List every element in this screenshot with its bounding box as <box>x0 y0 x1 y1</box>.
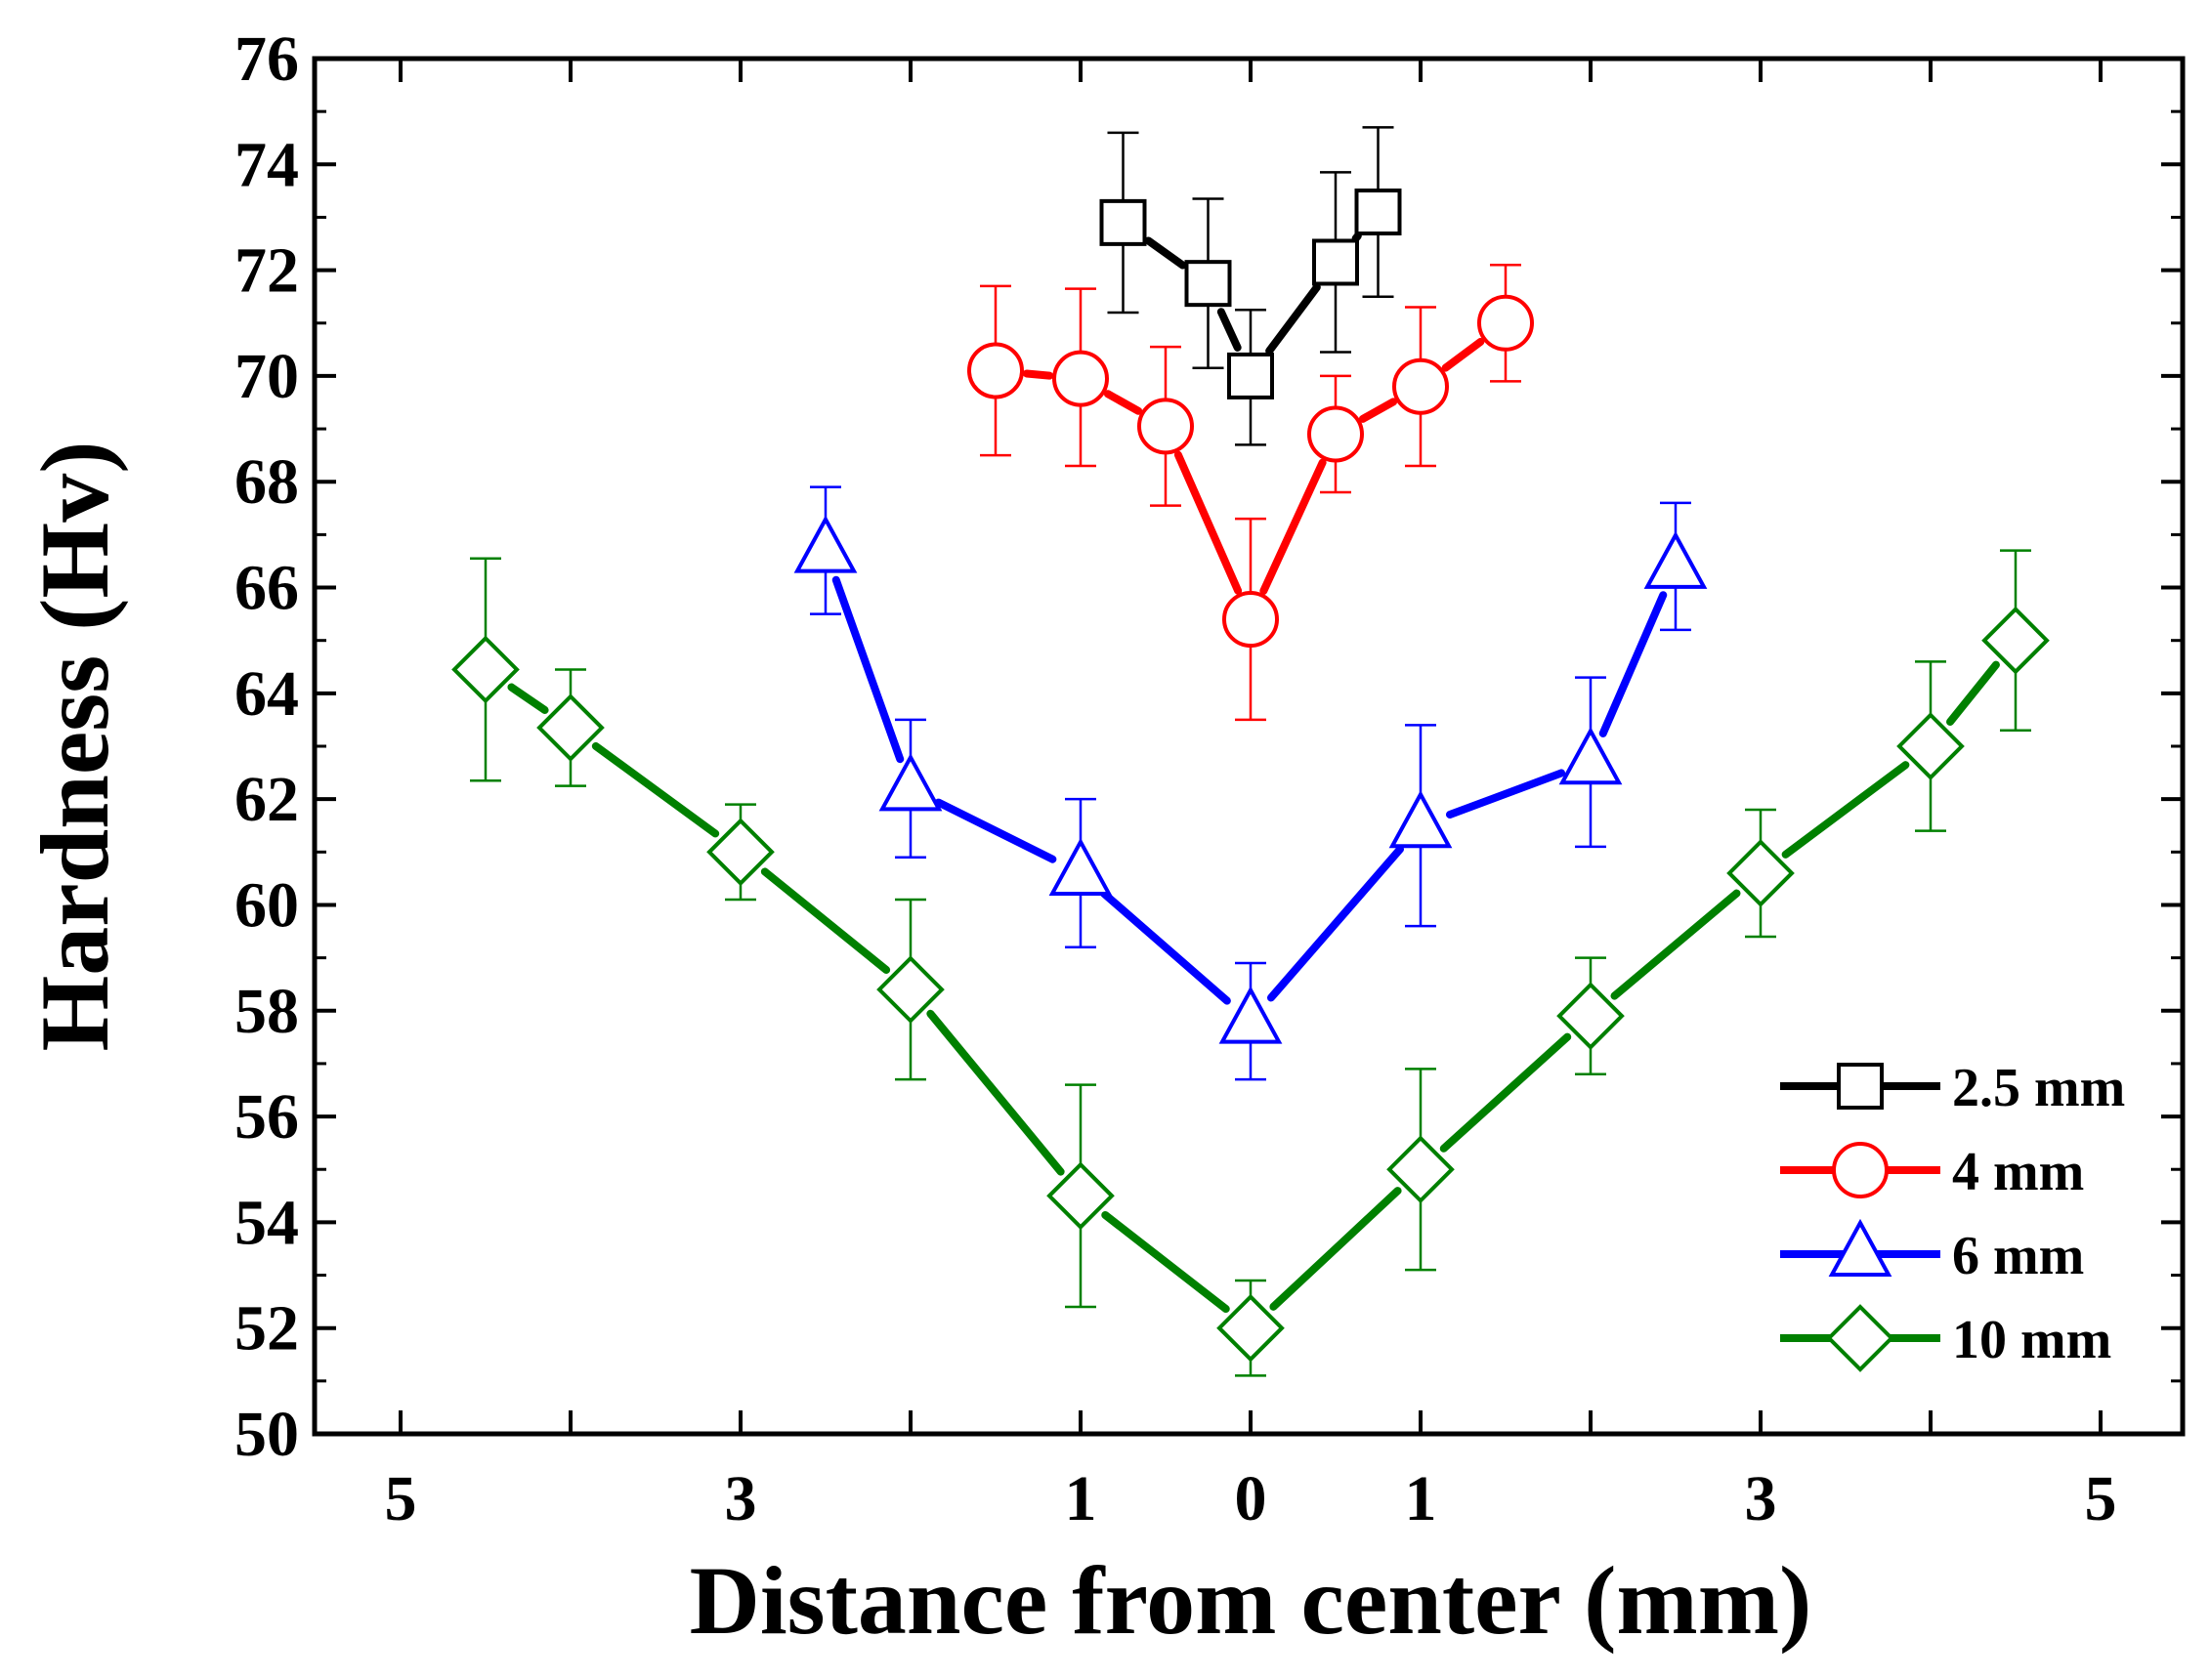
data-point <box>1099 198 1147 246</box>
series-line-segment <box>1441 337 1485 372</box>
y-tick-label: 66 <box>234 553 299 624</box>
data-point <box>1643 530 1708 589</box>
x-tick-label: 1 <box>1405 1463 1437 1534</box>
y-tick-label: 52 <box>234 1293 299 1365</box>
y-tick-label: 56 <box>234 1081 299 1153</box>
data-point <box>706 818 775 887</box>
series-line-segment <box>1173 450 1243 595</box>
series-line-segment <box>1351 231 1362 243</box>
data-point <box>1556 982 1625 1051</box>
series-line-segment <box>760 867 891 974</box>
series-line-segment <box>1439 1032 1572 1153</box>
legend-label: 10 mm <box>1952 1310 2111 1370</box>
series-line-segment <box>1259 458 1327 595</box>
data-point <box>1048 837 1113 896</box>
data-point <box>1218 986 1283 1044</box>
x-tick-label: 3 <box>1745 1463 1777 1534</box>
y-tick-label: 70 <box>234 341 299 412</box>
data-point <box>1052 350 1109 407</box>
series-line-segment <box>831 575 905 764</box>
series-line-segment <box>591 741 720 838</box>
data-point <box>793 515 858 573</box>
x-tick-label: 5 <box>385 1463 417 1534</box>
series-line-segment <box>934 798 1057 863</box>
series-layer <box>451 126 2050 1377</box>
data-point <box>1388 790 1453 849</box>
legend-marker <box>1828 1218 1892 1277</box>
y-tick-label: 54 <box>234 1187 299 1258</box>
series-6-mm <box>793 485 1708 1081</box>
y-axis-title: Hardness (Hv) <box>21 441 129 1052</box>
series-line-segment <box>1101 1210 1230 1314</box>
data-point <box>1392 357 1449 415</box>
y-tick-label: 50 <box>234 1399 299 1470</box>
series-line-segment <box>1022 369 1054 380</box>
y-tick-label: 68 <box>234 446 299 518</box>
legend-label: 4 mm <box>1952 1142 2084 1202</box>
data-point <box>1477 294 1534 352</box>
series-line-segment <box>1103 390 1143 415</box>
y-tick-label: 76 <box>234 23 299 95</box>
series-2-5-mm <box>1099 126 1402 446</box>
y-tick-label: 62 <box>234 764 299 835</box>
series-line-segment <box>1269 1187 1402 1311</box>
x-tick-label: 1 <box>1065 1463 1097 1534</box>
legend: 2.5 mm 4 mm 6 mm 10 mm <box>1780 1058 2125 1372</box>
data-point <box>1981 606 2050 675</box>
y-tick-label: 64 <box>234 658 299 730</box>
x-tick-label: 5 <box>2085 1463 2117 1534</box>
data-point <box>1046 1161 1115 1231</box>
series-line-segment <box>1265 283 1321 356</box>
data-point <box>1307 405 1364 463</box>
data-point <box>1896 712 1965 780</box>
series-10-mm <box>451 549 2050 1377</box>
y-tick-label: 58 <box>234 976 299 1047</box>
legend-marker <box>1826 1304 1894 1372</box>
data-point <box>536 693 605 762</box>
x-tick-label: 3 <box>725 1463 757 1534</box>
series-line-segment <box>507 683 549 714</box>
legend-marker <box>1832 1142 1889 1198</box>
series-line-segment <box>1358 398 1398 423</box>
series-4-mm <box>967 263 1534 722</box>
legend-marker <box>1837 1063 1884 1110</box>
data-point <box>1354 189 1402 236</box>
y-tick-label: 60 <box>234 869 299 941</box>
data-point <box>1386 1135 1455 1204</box>
series-line-segment <box>1781 761 1910 859</box>
data-point <box>1222 591 1279 649</box>
data-point <box>967 342 1024 399</box>
series-line-segment <box>1266 845 1405 1002</box>
data-point <box>451 635 520 704</box>
data-point <box>878 753 943 812</box>
x-axis-title: Distance from center (mm) <box>690 1546 1812 1655</box>
data-point <box>1558 727 1623 785</box>
series-line-segment <box>1598 591 1668 737</box>
y-tick-label: 72 <box>234 235 299 307</box>
series-line-segment <box>1445 769 1566 819</box>
series-line-segment <box>1100 889 1231 1005</box>
legend-label: 6 mm <box>1952 1226 2084 1286</box>
data-point <box>1137 398 1194 455</box>
data-point <box>1227 352 1274 399</box>
legend-label: 2.5 mm <box>1952 1058 2125 1118</box>
series-line-segment <box>1144 236 1187 270</box>
series-line-segment <box>1610 889 1741 1000</box>
axes-layer: 50 52 54 56 58 60 62 64 66 68 70 72 74 76 5 3 1 0 1 3 5 <box>234 23 2183 1534</box>
series-line-segment <box>926 1009 1065 1176</box>
series-line-segment <box>1946 660 2000 727</box>
data-point <box>1312 238 1359 286</box>
y-tick-label: 74 <box>234 129 299 200</box>
data-point <box>1184 260 1232 308</box>
x-tick-label: 0 <box>1235 1463 1267 1534</box>
series-line-segment <box>1216 308 1242 352</box>
data-point <box>876 955 945 1024</box>
data-point <box>1216 1293 1285 1363</box>
data-point <box>1726 839 1795 907</box>
